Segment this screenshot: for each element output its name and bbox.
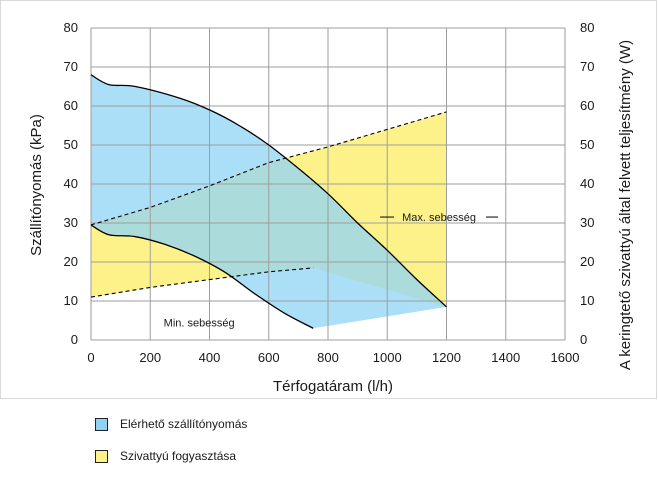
- x-tick-label: 1000: [373, 350, 402, 365]
- y2-tick-label: 40: [580, 176, 594, 191]
- chart-panel: 0 200 400 600 800 1000 1200 1400 1600 0 10 20 30 40 50…: [0, 0, 657, 399]
- legend-label-consumption: Szivattyú fogyasztása: [120, 449, 237, 463]
- y-tick-label: 70: [64, 59, 78, 74]
- legend-swatch-consumption: [95, 449, 108, 463]
- y2-tick-label: 80: [580, 20, 594, 35]
- y-axis-title: Szállítónyomás (kPa): [28, 114, 45, 256]
- x-tick-label: 800: [317, 350, 339, 365]
- x-tick-label: 0: [87, 350, 94, 365]
- chart-svg: 0 200 400 600 800 1000 1200 1400 160001020304050…: [0, 0, 657, 399]
- x-tick-label: 200: [139, 350, 161, 365]
- legend-item-pressure: Elérhető szállítónyomás: [95, 414, 247, 434]
- max-speed-label: Max. sebesség: [402, 212, 476, 224]
- x-tick-label: 1400: [491, 350, 520, 365]
- legend-swatch-pressure: [95, 417, 108, 431]
- y-tick-label: 20: [64, 254, 78, 269]
- y2-tick-label: 30: [580, 215, 594, 230]
- y-tick-label: 30: [64, 215, 78, 230]
- min-speed-line: [90, 224, 314, 329]
- y-tick-label: 0: [71, 332, 78, 347]
- legend-label-pressure: Elérhető szállítónyomás: [120, 417, 248, 431]
- legend: Elérhető szállítónyomás Szivattyú fogyas…: [95, 414, 247, 478]
- x-tick-label: 1200: [432, 350, 461, 365]
- power-min-line: [90, 267, 314, 298]
- y2-tick-label: 10: [580, 293, 594, 308]
- y2-tick-label: 70: [580, 59, 594, 74]
- y-tick-label: 10: [64, 293, 78, 308]
- y-tick-label: 60: [64, 98, 78, 113]
- power-max-line: [90, 111, 447, 226]
- x-tick-label: 600: [258, 350, 280, 365]
- y-tick-label: 80: [64, 20, 78, 35]
- min-speed-label: Min. sebesség: [164, 317, 235, 329]
- x-tick-label: 400: [199, 350, 221, 365]
- x-tick-label: 1600: [551, 350, 580, 365]
- x-axis-title: Térfogatáram (l/h): [273, 378, 393, 395]
- y2-axis-title: A keringtető szivattyú által felvett tel…: [617, 40, 634, 370]
- y-tick-label: 50: [64, 137, 78, 152]
- y2-tick-label: 0: [580, 332, 587, 347]
- legend-item-consumption: Szivattyú fogyasztása: [95, 446, 247, 466]
- max-speed-line: [90, 74, 447, 308]
- y-tick-label: 40: [64, 176, 78, 191]
- y2-tick-label: 60: [580, 98, 594, 113]
- y2-tick-label: 50: [580, 137, 594, 152]
- y2-tick-label: 20: [580, 254, 594, 269]
